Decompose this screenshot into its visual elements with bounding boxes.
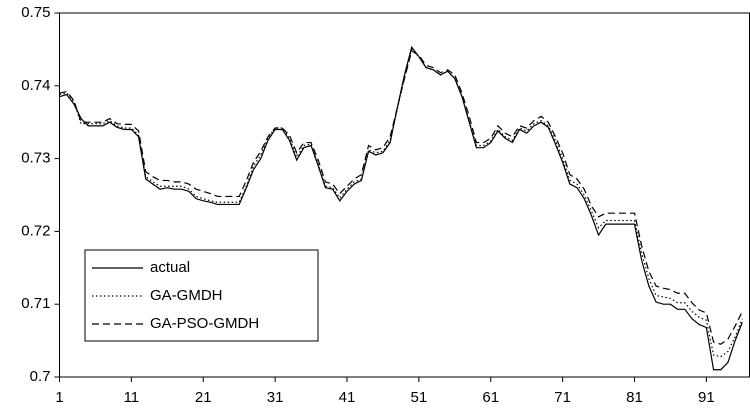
- y-tick-label: 0.7: [30, 368, 51, 385]
- legend-label: GA-GMDH: [150, 287, 223, 304]
- legend: actual GA-GMDH GA-PSO-GMDH: [84, 249, 319, 342]
- x-tick-label: 81: [626, 389, 643, 406]
- series-line: [59, 49, 743, 345]
- x-tick-label: 11: [124, 389, 140, 406]
- legend-box: [84, 249, 319, 342]
- y-tick-label: 0.73: [21, 150, 50, 167]
- y-tick-label: 0.71: [21, 295, 50, 312]
- y-tick-label: 0.74: [21, 77, 50, 94]
- x-tick-label: 71: [554, 389, 571, 406]
- legend-label: GA-PSO-GMDH: [150, 315, 259, 332]
- legend-label: actual: [150, 259, 190, 276]
- x-tick-label: 1: [55, 389, 63, 406]
- series-line: [59, 48, 743, 358]
- x-tick-label: 61: [482, 389, 499, 406]
- x-tick-label: 51: [411, 389, 428, 406]
- y-tick-label: 0.75: [21, 4, 50, 21]
- y-tick-label: 0.72: [21, 222, 50, 239]
- x-tick-label: 91: [698, 389, 715, 406]
- x-tick-label: 31: [267, 389, 284, 406]
- x-tick-label: 41: [339, 389, 356, 406]
- x-tick-label: 21: [195, 389, 212, 406]
